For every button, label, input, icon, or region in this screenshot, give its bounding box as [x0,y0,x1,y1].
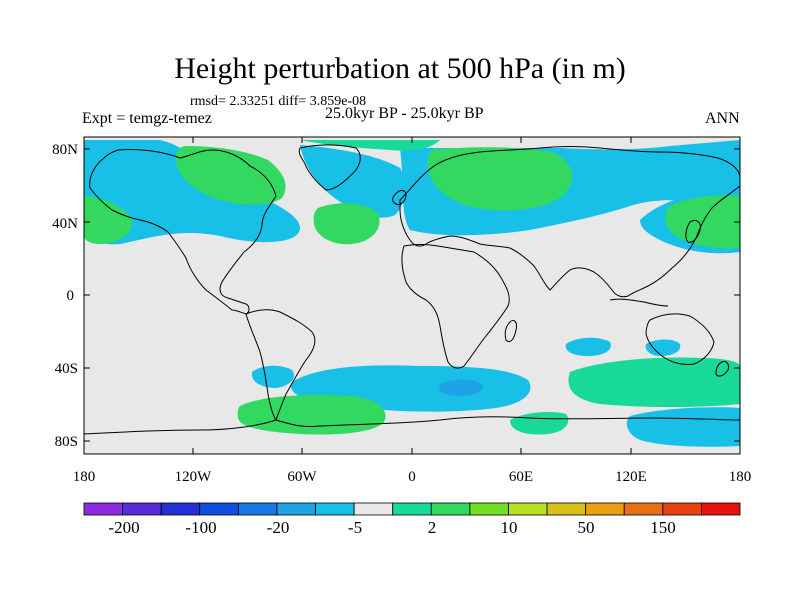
colorbar-swatch [199,502,239,516]
colorbar-swatch [585,502,625,516]
colorbar-label: 10 [501,518,518,537]
contour-green-canada [175,146,286,205]
stats-label: rmsd= 2.33251 diff= 3.859e-08 [190,94,367,109]
experiment-label: Expt = temgz-temez [82,110,212,127]
coast-north-america [89,149,277,315]
lon-tick-label: 180 [73,469,96,485]
contour-lightgreen-north-ring [300,140,440,151]
contour-lightblue-south-atlantic-core [439,379,483,396]
colorbar-swatch [430,502,471,516]
lat-tick-label: 80S [55,434,78,450]
coast-indonesia [609,298,669,307]
lat-tick-label: 80N [52,142,78,158]
coast-africa [401,244,510,369]
season-label: ANN [705,110,740,127]
contour-green-pacific-west [84,196,133,244]
lat-tick-label: 40S [55,361,78,377]
lat-tick-label: 40N [52,216,78,232]
colorbar-swatch [701,502,741,516]
contour-fields [84,140,740,447]
contour-cyan-australia [645,339,681,356]
colorbar-label: -5 [348,518,362,537]
colorbar-label: -100 [185,518,216,537]
colorbar-swatch [276,502,316,516]
lon-tick-label: 60E [509,469,533,485]
period-label: 25.0kyr BP - 25.0kyr BP [325,105,484,122]
contour-cyan-indian-small [565,337,611,356]
colorbar-label: 150 [650,518,676,537]
contour-lightgreen-indian-ocean [568,357,740,407]
lon-tick-label: 180 [729,469,752,485]
colorbar-swatch [392,502,432,516]
colorbar-swatch [623,502,664,516]
contour-cyan-south-pacific-small [251,365,295,388]
lon-tick-label: 0 [408,469,416,485]
contour-cyan-southern-pacific [626,407,740,447]
contour-cyan-atlantic-arc [300,145,406,218]
colorbar-swatch [508,502,548,516]
colorbar-swatch [469,502,509,516]
coast-greenland [298,144,361,191]
coast-british-isles [392,189,407,205]
map-title: Height perturbation at 500 hPa (in m) [174,52,626,85]
contour-green-atlantic [313,203,380,245]
colorbar-swatch [237,502,278,516]
colorbar-swatch [160,502,201,516]
contour-green-scandinavia [427,147,572,211]
lon-tick-label: 120W [175,469,213,485]
contour-green-npacific [665,195,740,249]
contour-cyan-nw [84,140,300,245]
colorbar-label: -200 [108,518,139,537]
colorbar-label: 50 [578,518,595,537]
colorbar-swatch [83,502,123,516]
colorbar-swatch [353,502,394,516]
colorbar-swatch [662,502,702,516]
colorbar-labels: -200 -100 -20 -5 2 10 50 150 [108,518,675,537]
coast-japan [685,219,701,243]
colorbar-swatch [546,502,587,516]
colorbar [83,502,741,516]
coast-eurasia [399,146,740,298]
lat-tick-label: 0 [67,288,75,304]
lon-tick-label: 120E [615,469,647,485]
coast-new-zealand [715,361,729,377]
coast-madagascar [504,319,517,343]
colorbar-label: 2 [428,518,437,537]
lon-tick-label: 60W [287,469,317,485]
colorbar-swatch [122,502,162,516]
colorbar-label: -20 [267,518,290,537]
colorbar-swatch [315,502,355,516]
coast-south-america [245,309,316,422]
coast-antarctica [84,416,740,435]
tick-marks [83,137,741,454]
coast-australia [645,313,715,365]
coastlines [84,144,740,435]
